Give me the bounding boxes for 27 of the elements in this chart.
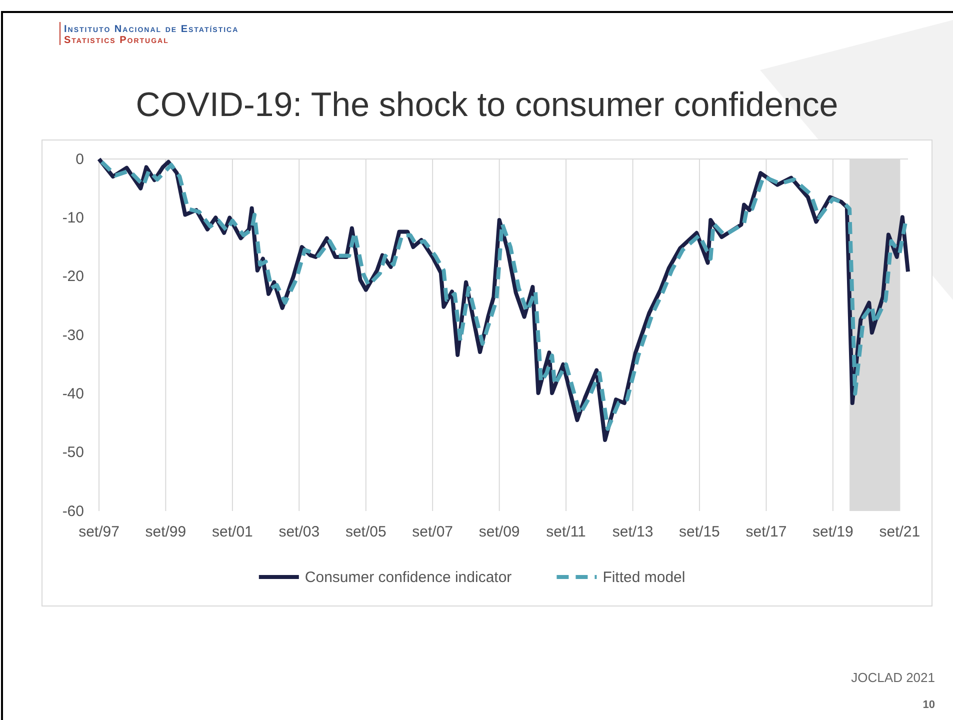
x-tick-label: set/07 (412, 524, 454, 541)
legend-label: Consumer confidence indicator (304, 569, 512, 586)
x-tick-label: set/03 (278, 524, 320, 541)
y-tick-label: 0 (76, 150, 84, 168)
y-tick-label: -30 (62, 326, 84, 344)
y-tick-label: -20 (62, 268, 84, 286)
x-tick-label: set/97 (78, 524, 120, 541)
y-tick-label: -60 (62, 502, 84, 520)
y-tick-label: -40 (62, 385, 84, 402)
y-tick-label: -10 (62, 209, 84, 226)
x-tick-label: set/11 (546, 524, 586, 541)
text: Statistics Portugal (64, 35, 169, 46)
x-tick-label: set/09 (478, 524, 520, 541)
x-tick-label: set/13 (612, 524, 654, 541)
x-tick-label: set/19 (812, 524, 854, 541)
x-tick-label: set/99 (145, 524, 186, 541)
text: Instituto Nacional de Estatística (64, 24, 239, 35)
text: 10 (922, 699, 935, 711)
x-tick-label: set/05 (345, 524, 386, 541)
x-tick-label: set/15 (679, 524, 720, 541)
y-tick-label: -50 (62, 444, 84, 462)
chart-title: COVID-19: The shock to consumer confidence (136, 86, 838, 124)
x-tick-label: set/01 (212, 524, 253, 541)
x-tick-label: set/21 (879, 524, 920, 541)
legend-label: Fitted model (602, 569, 686, 586)
text: JOCLAD 2021 (851, 670, 935, 685)
x-tick-label: set/17 (746, 524, 787, 541)
